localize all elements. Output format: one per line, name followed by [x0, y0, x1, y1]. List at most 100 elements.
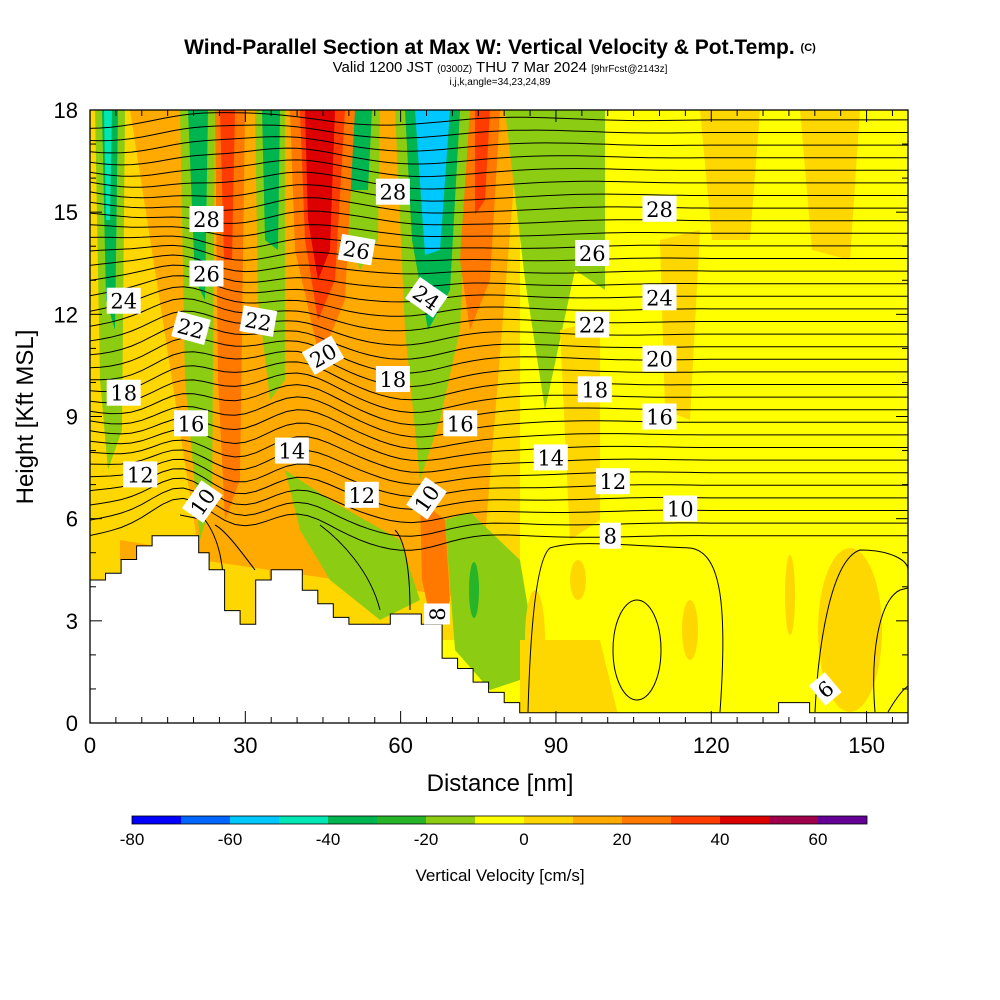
contour-label: 14 — [533, 444, 568, 471]
contour-label-text: 16 — [178, 412, 205, 436]
contour-label-text: 8 — [426, 607, 450, 620]
isentrope-line — [90, 384, 908, 426]
contour-label: 26 — [337, 233, 376, 266]
contour-label-box — [123, 461, 158, 488]
colorbar-swatch — [720, 816, 769, 824]
y-tick-label: 15 — [54, 200, 78, 225]
contour-label: 16 — [642, 403, 677, 430]
contour-label-text: 28 — [646, 198, 673, 222]
isentrope-line — [90, 468, 908, 510]
isentrope-line — [90, 297, 908, 332]
contour-label-box — [171, 311, 211, 345]
contour-label: 22 — [575, 311, 610, 338]
contour-label-box — [239, 305, 278, 337]
contour-label-box — [181, 480, 223, 523]
contour-label: 12 — [344, 481, 379, 508]
isentrope-line — [90, 197, 908, 214]
contour-label: 26 — [189, 260, 224, 287]
isentrope-line — [90, 275, 908, 303]
contour-label: 26 — [575, 240, 610, 266]
closed-contour — [887, 685, 908, 713]
contour-label: 8 — [599, 522, 621, 549]
contour-label: 10 — [663, 495, 698, 522]
contour-label-box — [575, 240, 610, 266]
colorbar-tick-label: -20 — [414, 830, 439, 849]
y-tick-label: 12 — [54, 302, 78, 327]
contour-label-box — [189, 260, 224, 287]
contour-label-box — [642, 403, 677, 430]
colorbar-swatch — [769, 816, 818, 824]
isentrope-line — [90, 337, 908, 374]
field-weak-updraft — [682, 600, 698, 660]
contour-label-box — [375, 366, 410, 392]
field-updraft-core — [220, 110, 235, 260]
contour-label-box — [575, 311, 610, 338]
contour-label: 18 — [375, 366, 410, 392]
closed-contour — [214, 524, 256, 571]
contour-label-box — [174, 410, 208, 437]
contour-label-text: 14 — [279, 440, 306, 464]
contour-label-text: 24 — [646, 286, 673, 310]
field-updraft-core — [265, 520, 300, 585]
colorbar-tick-label: 20 — [613, 830, 632, 849]
y-tick-label: 3 — [66, 609, 78, 634]
isentrope-line — [90, 224, 908, 237]
contour-label-text: 16 — [447, 412, 474, 436]
isentrope-line — [90, 286, 908, 317]
contour-label-text: 18 — [110, 382, 137, 406]
contour-label-text: 12 — [127, 463, 154, 487]
terrain-mask — [89, 535, 909, 724]
isentrope-line — [90, 449, 908, 485]
chart-title-block: Wind-Parallel Section at Max W: Vertical… — [0, 36, 1000, 88]
x-axis-label: Distance [nm] — [427, 770, 574, 797]
isentrope-line — [90, 235, 908, 249]
contour-label-text: 14 — [537, 446, 564, 470]
contour-label-text: 22 — [243, 308, 273, 336]
colorbar-swatch — [573, 816, 622, 824]
colorbar-swatch — [475, 816, 524, 824]
y-tick-label: 6 — [66, 507, 78, 532]
field-weak-updraft — [520, 640, 620, 723]
field-weak-updraft — [800, 110, 860, 260]
colorbar-swatch — [524, 816, 573, 824]
isentrope-line — [90, 361, 908, 401]
x-tick-label: 90 — [544, 733, 568, 758]
colorbar-swatch — [328, 816, 377, 824]
contour-label: 28 — [642, 195, 677, 222]
contour-label-text: 8 — [604, 525, 617, 549]
field-updraft-core — [460, 110, 500, 330]
contour-label: 16 — [443, 410, 478, 437]
contour-label: 14 — [274, 437, 309, 464]
colorbar-swatch — [818, 816, 867, 824]
contour-label-text: 26 — [579, 242, 606, 266]
chart-params: i,j,k,angle=34,23,24,89 — [449, 77, 551, 88]
contour-label-text: 10 — [667, 498, 694, 522]
colorbar-tick-label: 60 — [809, 830, 828, 849]
colorbar-swatch — [132, 816, 181, 824]
contour-label: 18 — [106, 379, 141, 406]
contour-label-box — [642, 195, 677, 222]
colorbar-label: Vertical Velocity [cm/s] — [415, 866, 584, 885]
contour-label-text: 12 — [348, 484, 375, 508]
closed-contour — [612, 599, 662, 701]
contour-label-box — [189, 206, 224, 232]
x-axis: 0 30 60 90 120 150 — [84, 110, 893, 758]
colorbar-tick-label: 40 — [711, 830, 730, 849]
y-axis: 0 3 6 9 12 15 18 — [54, 98, 908, 736]
isentrope-line — [90, 184, 908, 202]
contour-label: 12 — [595, 468, 630, 495]
contour-label-box — [663, 495, 698, 522]
y-tick-label: 18 — [54, 98, 78, 123]
colorbar-swatch — [279, 816, 328, 824]
x-tick-label: 120 — [693, 733, 730, 758]
colorbar-swatch — [377, 816, 426, 824]
contour-label-box — [405, 276, 448, 318]
isentrope-line — [90, 396, 908, 438]
contour-label: 24 — [642, 284, 677, 311]
colorbar-frame — [131, 815, 868, 825]
contour-label-box — [406, 476, 447, 520]
contour-label-box — [344, 481, 379, 508]
x-tick-label: 0 — [84, 733, 96, 758]
